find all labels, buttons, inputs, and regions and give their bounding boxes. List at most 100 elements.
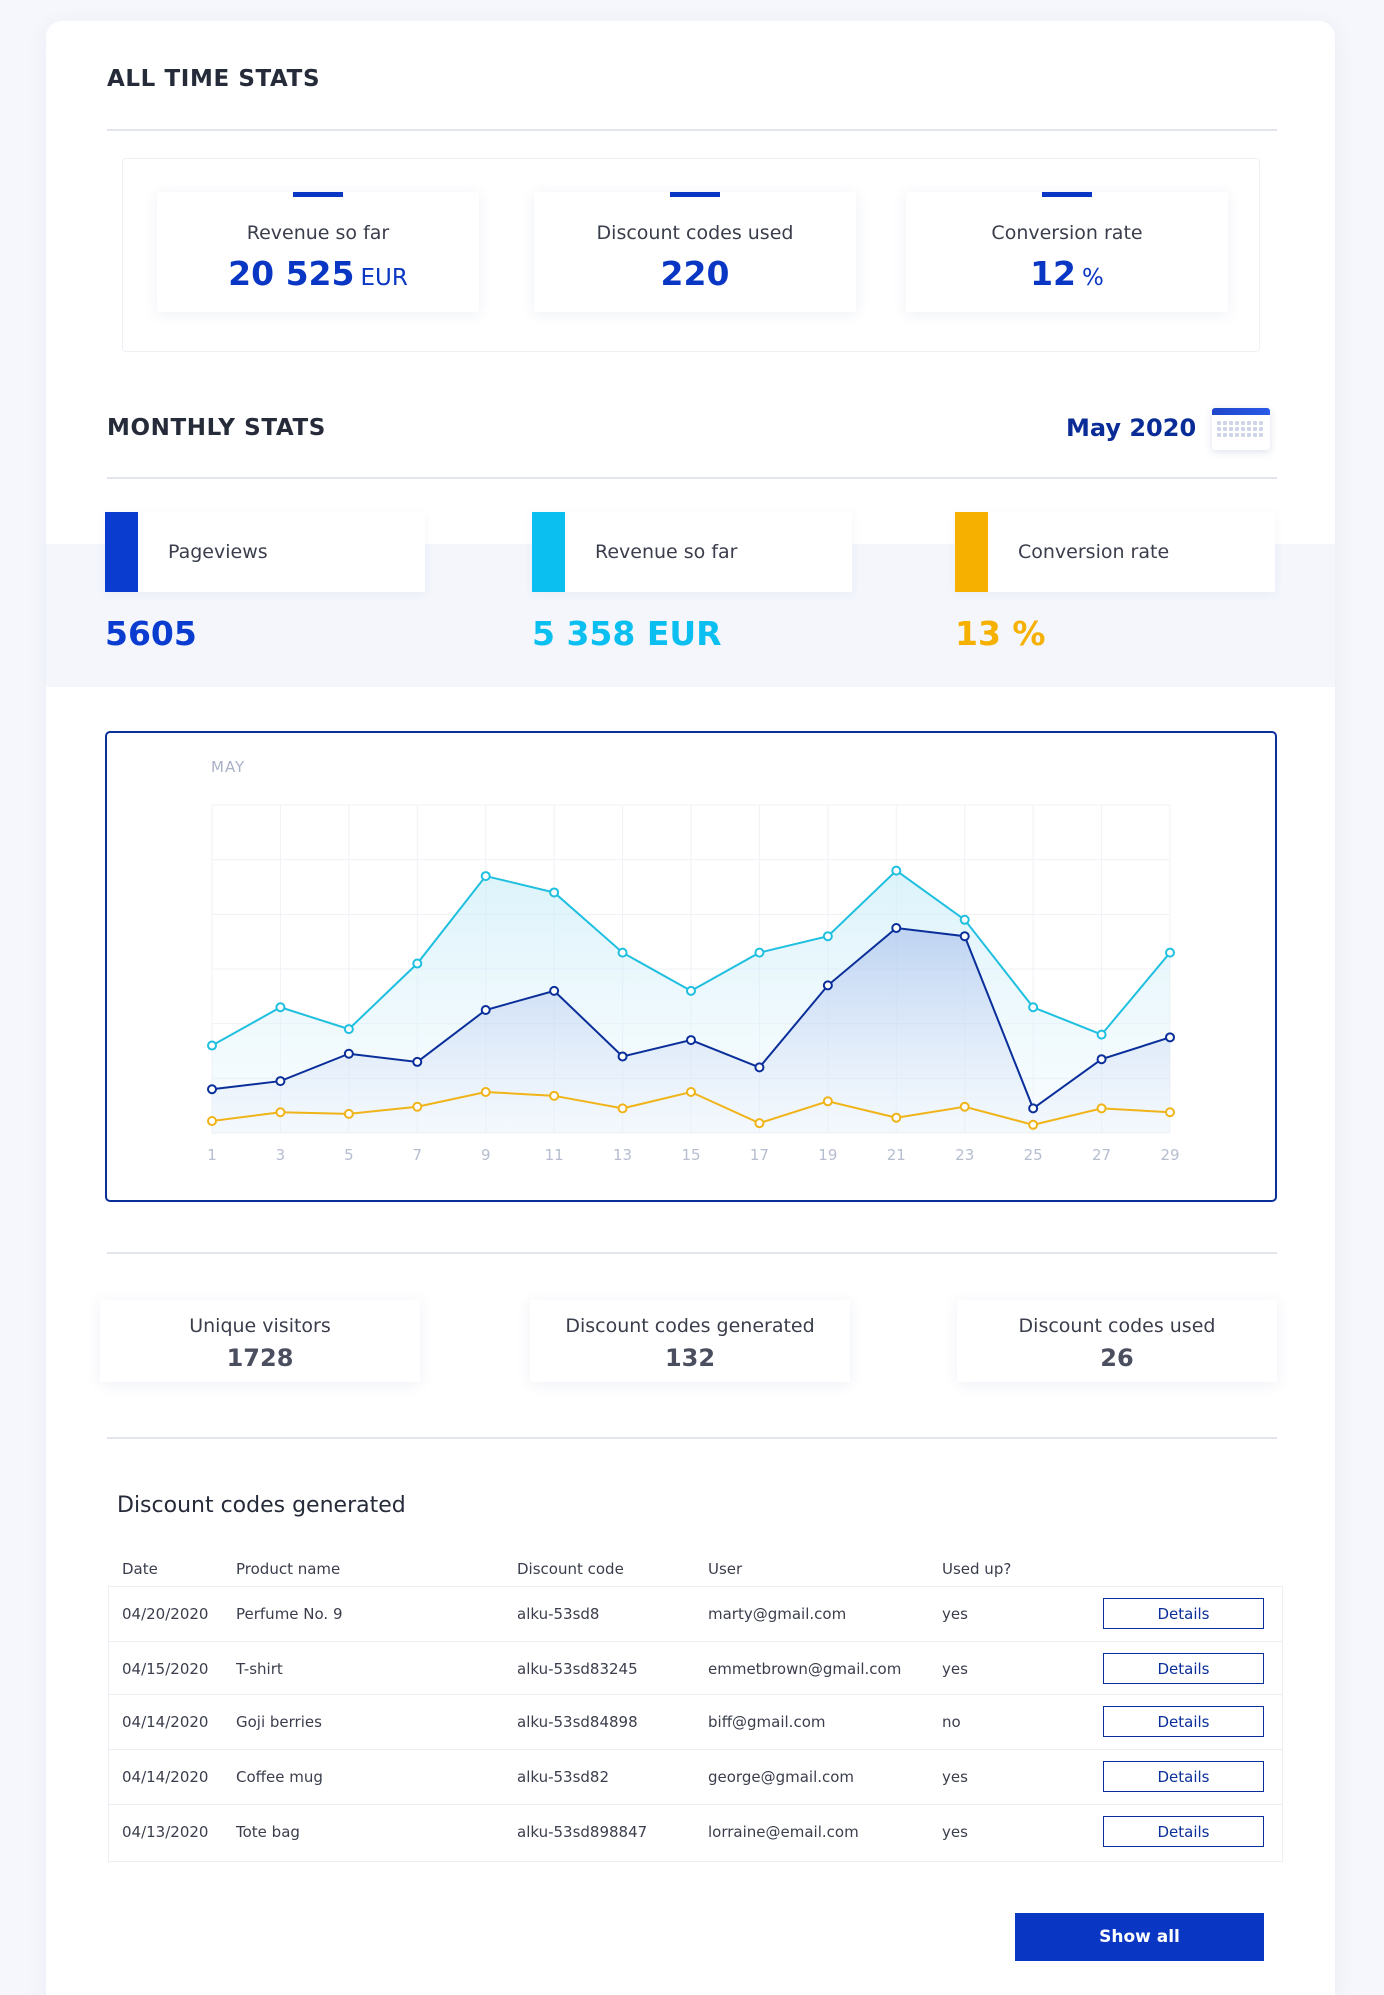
cell-date: 04/14/2020: [122, 1768, 209, 1786]
month-selector-label[interactable]: May 2020: [1066, 414, 1197, 442]
data-point: [891, 923, 902, 933]
cell-product: Coffee mug: [236, 1768, 323, 1786]
cell-date: 04/14/2020: [122, 1713, 209, 1731]
data-point: [412, 958, 423, 969]
column-header-date: Date: [122, 1560, 158, 1578]
data-point: [822, 980, 833, 991]
table-row: 04/14/2020 Coffee mug alku-53sd82 george@gm…: [108, 1749, 1283, 1802]
x-tick-label: 27: [1092, 1146, 1111, 1164]
cell-product: Goji berries: [236, 1713, 322, 1731]
monthly-conversion-value: 13 %: [955, 614, 1046, 653]
card-label: Revenue so far: [246, 222, 390, 244]
cell-product: Tote bag: [236, 1823, 300, 1841]
divider: [107, 1437, 1277, 1439]
card-color-bar: [955, 512, 988, 592]
data-point: [1028, 1119, 1039, 1130]
data-point: [686, 985, 696, 996]
column-header-used: Used up?: [942, 1560, 1012, 1578]
x-tick-label: 17: [750, 1146, 769, 1164]
data-point: [754, 1062, 765, 1073]
data-point: [822, 931, 833, 942]
data-point: [891, 1112, 902, 1123]
cell-code: alku-53sd898847: [517, 1823, 648, 1841]
x-tick-label: 9: [481, 1146, 491, 1164]
x-tick-label: 11: [545, 1146, 564, 1164]
data-point: [549, 887, 560, 898]
divider: [107, 1252, 1277, 1254]
calendar-icon[interactable]: [1212, 408, 1270, 450]
codes-used-card: Discount codes used 26: [957, 1300, 1277, 1382]
card-value: 12%: [1030, 254, 1104, 293]
details-button[interactable]: Details: [1103, 1816, 1264, 1847]
data-point: [480, 1005, 491, 1015]
data-point: [822, 1096, 833, 1107]
data-point: [754, 1118, 765, 1129]
monthly-title: MONTHLY STATS: [107, 415, 326, 441]
cell-date: 04/13/2020: [122, 1823, 209, 1841]
data-point: [617, 947, 628, 958]
codes-generated-card: Discount codes generated 132: [530, 1300, 850, 1382]
details-button[interactable]: Details: [1103, 1706, 1264, 1737]
cell-used: no: [942, 1713, 961, 1731]
data-point: [1096, 1054, 1107, 1065]
card-value: 1728: [226, 1344, 294, 1372]
data-point: [754, 947, 765, 958]
cell-used: yes: [942, 1823, 968, 1841]
cell-code: alku-53sd83245: [517, 1660, 638, 1678]
data-point: [1165, 947, 1175, 958]
card-color-bar: [105, 512, 138, 592]
divider: [107, 129, 1277, 131]
card-color-bar: [532, 512, 565, 592]
card-accent: [293, 192, 343, 197]
all-time-frame: [122, 158, 1260, 352]
data-point: [686, 1087, 696, 1097]
data-point: [549, 985, 560, 996]
card-value: 26: [1100, 1344, 1134, 1372]
data-point: [686, 1035, 696, 1046]
table-row: 04/15/2020 T-shirt alku-53sd83245 emmetbrow…: [108, 1641, 1283, 1694]
cell-date: 04/15/2020: [122, 1660, 209, 1678]
data-point: [1028, 1103, 1039, 1114]
monthly-pageviews-card: Pageviews: [105, 512, 425, 592]
x-tick-label: 5: [344, 1146, 354, 1164]
data-point: [480, 871, 491, 882]
data-point: [207, 1040, 217, 1051]
data-point: [207, 1084, 217, 1095]
card-label: Discount codes used: [1018, 1315, 1216, 1337]
cell-product: Perfume No. 9: [236, 1605, 343, 1623]
card-label: Pageviews: [168, 541, 268, 563]
data-point: [275, 1002, 286, 1013]
details-button[interactable]: Details: [1103, 1598, 1264, 1629]
table-row: 04/20/2020 Perfume No. 9 alku-53sd8 marty@g…: [108, 1586, 1283, 1639]
details-button[interactable]: Details: [1103, 1653, 1264, 1684]
data-point: [549, 1090, 560, 1101]
x-tick-label: 25: [1024, 1146, 1043, 1164]
table-title: Discount codes generated: [117, 1493, 406, 1518]
cell-user: lorraine@email.com: [708, 1823, 859, 1841]
chart-title: MAY: [211, 758, 245, 776]
data-point: [412, 1056, 423, 1067]
card-label: Conversion rate: [1018, 541, 1170, 563]
card-label: Unique visitors: [189, 1315, 331, 1337]
data-point: [891, 865, 902, 876]
data-point: [959, 914, 970, 925]
cell-used: yes: [942, 1605, 968, 1623]
card-accent: [1042, 192, 1092, 197]
show-all-button[interactable]: Show all: [1015, 1913, 1264, 1961]
unique-visitors-card: Unique visitors 1728: [100, 1300, 420, 1382]
divider: [107, 477, 1277, 479]
cell-code: alku-53sd84898: [517, 1713, 638, 1731]
data-point: [1096, 1029, 1107, 1040]
data-point: [1165, 1032, 1175, 1043]
table-frame: [108, 1586, 1283, 1862]
data-point: [207, 1115, 217, 1126]
card-label: Discount codes used: [596, 222, 794, 244]
table-row: 04/13/2020 Tote bag alku-53sd898847 lorrain…: [108, 1804, 1283, 1857]
data-point: [617, 1051, 628, 1062]
details-button[interactable]: Details: [1103, 1761, 1264, 1792]
cell-used: yes: [942, 1660, 968, 1678]
x-tick-label: 21: [887, 1146, 906, 1164]
all-time-discount-card: Discount codes used 220: [534, 192, 856, 312]
x-tick-label: 19: [818, 1146, 837, 1164]
